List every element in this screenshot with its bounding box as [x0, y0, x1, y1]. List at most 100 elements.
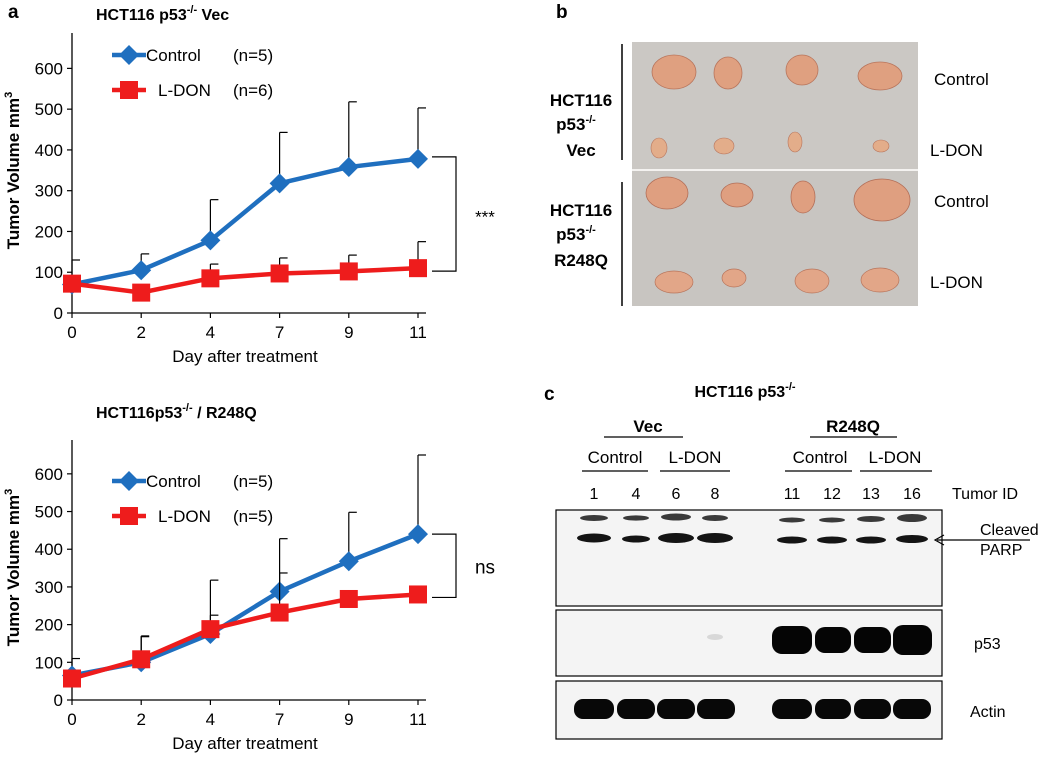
x-axis-label: Day after treatment [172, 347, 318, 366]
tumor-id-1: 1 [590, 486, 599, 503]
data-point [408, 148, 428, 169]
y-axis-label: Tumor Volume mm3 [3, 489, 23, 647]
x-tick-label: 9 [344, 710, 353, 729]
significance-bracket [432, 156, 457, 272]
series-line [71, 532, 419, 678]
svg-text:p53-/-: p53-/- [556, 114, 596, 134]
tumor-r248q-ldon [654, 267, 900, 294]
data-point [270, 264, 289, 283]
photo-label-control-1: Control [934, 70, 989, 89]
data-point [200, 230, 221, 251]
blot-subgroup-r248q-control: Control [793, 448, 848, 467]
photo-label-ldon-2: L-DON [930, 273, 983, 292]
data-point [63, 669, 81, 688]
data-point [339, 262, 358, 281]
chart-title: HCT116 p53-/- Vec [96, 4, 229, 24]
x-tick-label: 4 [206, 710, 215, 729]
x-tick-label: 11 [409, 710, 427, 729]
photo-label-control-2: Control [934, 192, 989, 211]
y-tick-label: 100 [35, 263, 63, 282]
x-tick-label: 2 [136, 323, 145, 342]
band-label-cleaved: Cleaved [980, 522, 1039, 539]
series-line [71, 156, 419, 287]
blot-subgroup-vec-control: Control [588, 448, 643, 467]
svg-text:Vec: Vec [566, 141, 595, 160]
panel-label-a: a [8, 2, 19, 23]
tumor-id-13: 13 [862, 486, 880, 503]
x-tick-label: 7 [275, 323, 284, 342]
photo-label-ldon-1: L-DON [930, 141, 983, 160]
series-control [62, 101, 428, 295]
data-point [131, 260, 152, 281]
y-tick-label: 300 [35, 578, 63, 597]
blot-title: HCT116 p53-/- [694, 381, 795, 401]
legend-marker [120, 507, 138, 525]
series-l-don [63, 572, 427, 688]
svg-text:p53-/-: p53-/- [556, 224, 596, 244]
band-label-parp: PARP [980, 542, 1022, 559]
x-tick-label: 9 [344, 323, 353, 342]
svg-text:HCT116: HCT116 [550, 91, 612, 110]
data-point [338, 157, 359, 178]
blot-p53 [555, 609, 943, 677]
band-label-p53: p53 [974, 636, 1001, 653]
data-point [201, 269, 220, 288]
y-tick-label: 400 [35, 141, 63, 160]
line-chart-vec: HCT116 p53-/- Vec 0 100 200 300 400 500 600 0 2 4 7… [3, 4, 495, 366]
tumor-id-11: 11 [784, 486, 801, 503]
series-line [71, 592, 419, 681]
data-point [338, 551, 359, 572]
significance-label: *** [475, 208, 495, 227]
x-tick-label: 11 [409, 323, 427, 342]
x-tick-label: 0 [67, 323, 76, 342]
legend-n: (n=5) [233, 472, 273, 491]
x-tick-label: 0 [67, 710, 76, 729]
panel-label-b: b [556, 2, 568, 23]
line-chart-r248q: HCT116p53-/- / R248Q 0 100 200 300 400 500 600 0… [3, 402, 495, 753]
tumor-id-16: 16 [903, 486, 921, 503]
y-tick-label: 600 [35, 465, 63, 484]
series-line [71, 265, 419, 295]
tumor-id-12: 12 [823, 486, 841, 503]
western-blot-panel: HCT116 p53-/- Vec R248Q Control L-DON Co… [555, 381, 1039, 740]
legend-label: L-DON [158, 507, 211, 526]
blot-parp [555, 509, 943, 607]
tumor-id-6: 6 [672, 486, 681, 503]
panel-label-c: c [544, 384, 555, 405]
svg-text:R248Q: R248Q [554, 251, 608, 270]
y-tick-label: 500 [35, 100, 63, 119]
blot-actin [555, 680, 943, 740]
y-tick-label: 400 [35, 540, 63, 559]
data-point [339, 589, 358, 608]
data-point [132, 283, 151, 302]
y-tick-label: 100 [35, 653, 63, 672]
legend-marker [120, 81, 138, 99]
legend-marker [119, 471, 139, 491]
x-axis-label: Day after treatment [172, 734, 318, 753]
tumor-id-4: 4 [632, 486, 641, 503]
data-point [408, 524, 428, 545]
legend-label: L-DON [158, 81, 211, 100]
x-tick-label: 7 [275, 710, 284, 729]
photo-row-label-vec: HCT116 p53-/- Vec [550, 91, 612, 160]
tumor-id-label: Tumor ID [952, 486, 1018, 503]
y-tick-label: 0 [54, 691, 63, 710]
y-tick-label: 0 [54, 304, 63, 323]
chart-title: HCT116p53-/- / R248Q [96, 402, 257, 422]
significance-label: ns [475, 557, 495, 578]
tumor-photo-panel: HCT116 p53-/- Vec HCT116 p53-/- R248Q Co… [550, 42, 989, 306]
data-point [269, 173, 290, 194]
photo-row-label-r248q: HCT116 p53-/- R248Q [550, 201, 612, 270]
legend-n: (n=6) [233, 81, 273, 100]
legend-n: (n=5) [233, 507, 273, 526]
blot-group-r248q: R248Q [826, 417, 880, 436]
x-tick-label: 4 [206, 323, 215, 342]
data-point [409, 259, 427, 278]
y-axis-label: Tumor Volume mm3 [3, 92, 23, 250]
svg-text:HCT116: HCT116 [550, 201, 612, 220]
series-l-don [63, 241, 427, 302]
legend-n: (n=5) [233, 46, 273, 65]
data-point [132, 650, 151, 669]
tumor-id-8: 8 [711, 486, 720, 503]
data-point [201, 620, 220, 639]
